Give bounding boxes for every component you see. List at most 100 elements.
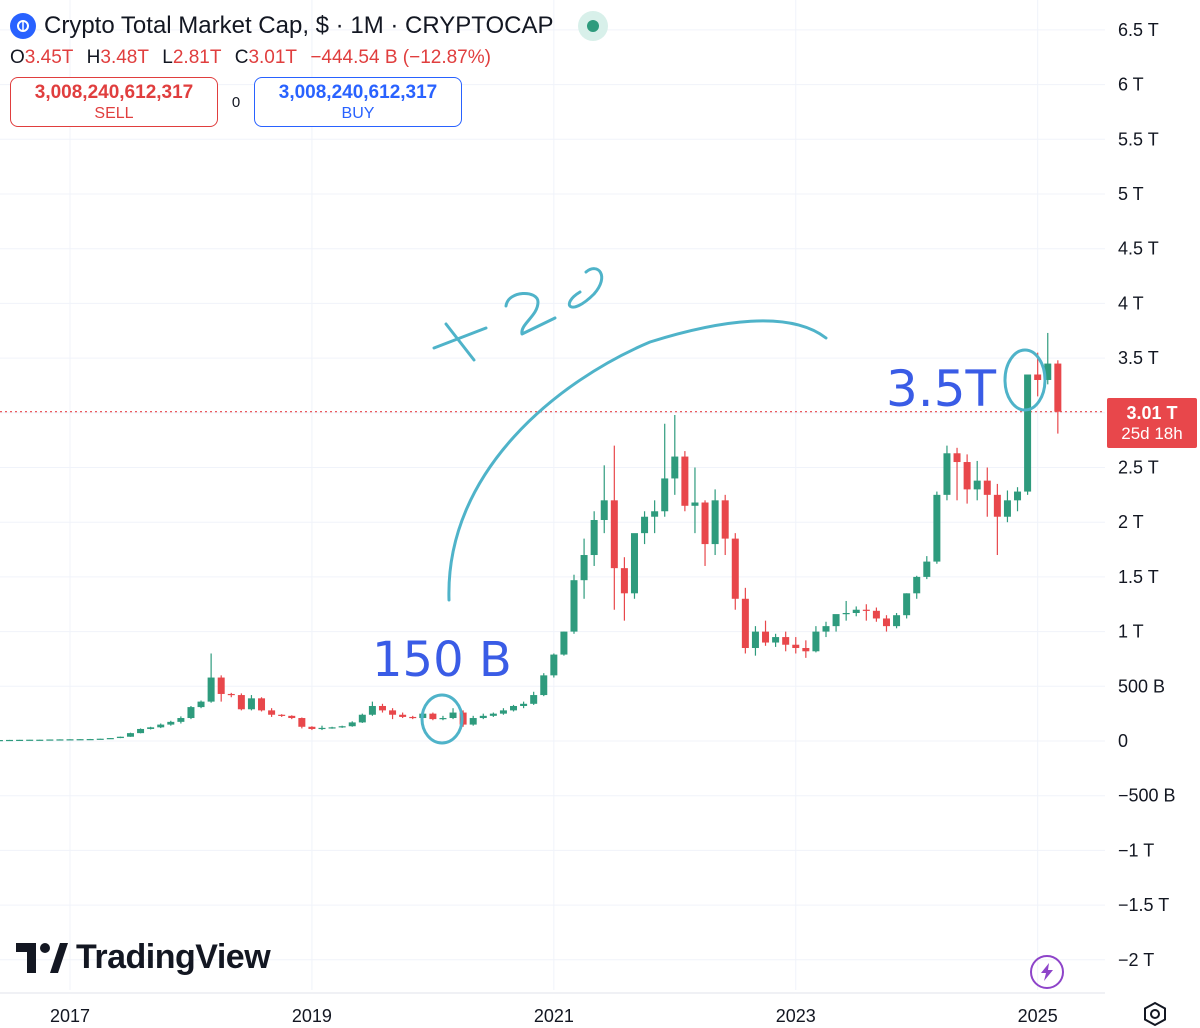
candle	[812, 626, 820, 653]
multiplier-0	[567, 267, 604, 309]
candle	[318, 725, 326, 731]
candle-body	[338, 726, 346, 728]
candle-body	[207, 677, 215, 702]
candle-body	[479, 715, 487, 719]
candle-body	[489, 713, 497, 716]
time-axis[interactable]: 2017 2019 2021 2023 2025	[0, 992, 1105, 1026]
candle-body	[36, 739, 44, 741]
candle-body	[247, 698, 255, 710]
candle-body	[318, 727, 326, 730]
candle-body	[86, 739, 94, 741]
candle	[1014, 487, 1022, 512]
y-tick-label: 2.5 T	[1118, 458, 1159, 478]
current-price-value: 3.01 T	[1126, 402, 1178, 423]
candle	[499, 708, 507, 715]
candle-body	[298, 718, 306, 727]
candle-body	[378, 705, 386, 711]
candle	[16, 739, 24, 741]
candle-body	[137, 728, 145, 734]
low-value: 2.81T	[172, 47, 222, 68]
candle-body	[993, 494, 1001, 517]
candle	[348, 721, 356, 727]
candle-body	[580, 555, 588, 581]
candle-body	[76, 739, 84, 741]
settings-hexagon-icon[interactable]	[1142, 1001, 1168, 1027]
candle-body	[237, 695, 245, 710]
chart-title[interactable]: Crypto Total Market Cap, $ · 1M · CRYPTO…	[44, 12, 554, 39]
live-status-icon	[577, 11, 608, 41]
open-value: 3.45T	[24, 47, 74, 68]
candle	[1044, 332, 1052, 385]
price-axis[interactable]: −2 T −1.5 T −1 T −500 B 0 500 B 1 T 1.5 T 2 T 2.5…	[1118, 20, 1176, 970]
candle	[762, 620, 770, 646]
y-tick-label: −2 T	[1118, 950, 1154, 970]
candle-body	[96, 738, 104, 740]
candle	[842, 600, 850, 621]
candle	[227, 692, 235, 698]
candle-body	[832, 614, 840, 627]
candle	[520, 701, 528, 709]
high-key: H	[86, 47, 101, 68]
candle-body	[26, 739, 34, 741]
candle-body	[429, 713, 437, 720]
tradingview-logo[interactable]: TradingView	[16, 938, 271, 977]
candle	[751, 626, 759, 656]
candle	[681, 451, 689, 512]
candle-body	[368, 705, 376, 715]
candle-body	[651, 511, 659, 517]
candle	[610, 445, 618, 610]
candle	[449, 708, 457, 720]
candle	[137, 728, 145, 734]
x-tick-label: 2025	[1018, 1006, 1058, 1026]
hand-drawn-annotations	[420, 267, 1047, 745]
candle	[429, 712, 437, 721]
candle	[590, 511, 598, 566]
y-tick-label: −1.5 T	[1118, 895, 1169, 915]
candle	[389, 708, 397, 720]
candle	[217, 675, 225, 702]
candle-body	[6, 739, 14, 742]
buy-button[interactable]: 3,008,240,612,317 BUY	[254, 77, 462, 127]
candle-body	[106, 738, 114, 740]
candle	[731, 533, 739, 610]
candle-body	[167, 721, 175, 725]
lightning-bolt-icon	[1041, 963, 1053, 981]
candle	[187, 705, 195, 720]
candle-body	[943, 453, 951, 495]
candle-body	[812, 631, 820, 652]
y-tick-label: 6 T	[1118, 75, 1144, 95]
y-tick-label: 6.5 T	[1118, 20, 1159, 40]
candle-body	[610, 500, 618, 569]
candle-body	[862, 609, 870, 611]
candle	[237, 693, 245, 711]
candle-body	[1034, 374, 1042, 380]
candle-body	[630, 533, 638, 594]
candle	[983, 467, 991, 517]
x-tick-label: 2019	[292, 1006, 332, 1026]
candle-body	[66, 739, 74, 741]
candle-body	[449, 712, 457, 719]
candle	[993, 483, 1001, 556]
candle-body	[751, 631, 759, 649]
candle	[157, 723, 165, 729]
candle	[378, 703, 386, 713]
candle	[943, 445, 951, 501]
candle	[288, 715, 296, 720]
candle-body	[842, 613, 850, 615]
candle	[580, 538, 588, 599]
candle	[116, 736, 124, 739]
lightning-bolt-button[interactable]	[1030, 955, 1064, 989]
candle-body	[973, 480, 981, 490]
candle-body	[882, 618, 890, 627]
candle-body	[157, 724, 165, 728]
candle	[308, 726, 316, 731]
candle-body	[1024, 374, 1032, 492]
y-tick-label: 1 T	[1118, 622, 1144, 642]
candle	[913, 575, 921, 599]
high-value: 3.48T	[100, 47, 149, 68]
candle-body	[893, 615, 901, 627]
candle	[26, 739, 34, 741]
sell-button[interactable]: 3,008,240,612,317 SELL	[10, 77, 218, 127]
candle	[661, 423, 669, 517]
